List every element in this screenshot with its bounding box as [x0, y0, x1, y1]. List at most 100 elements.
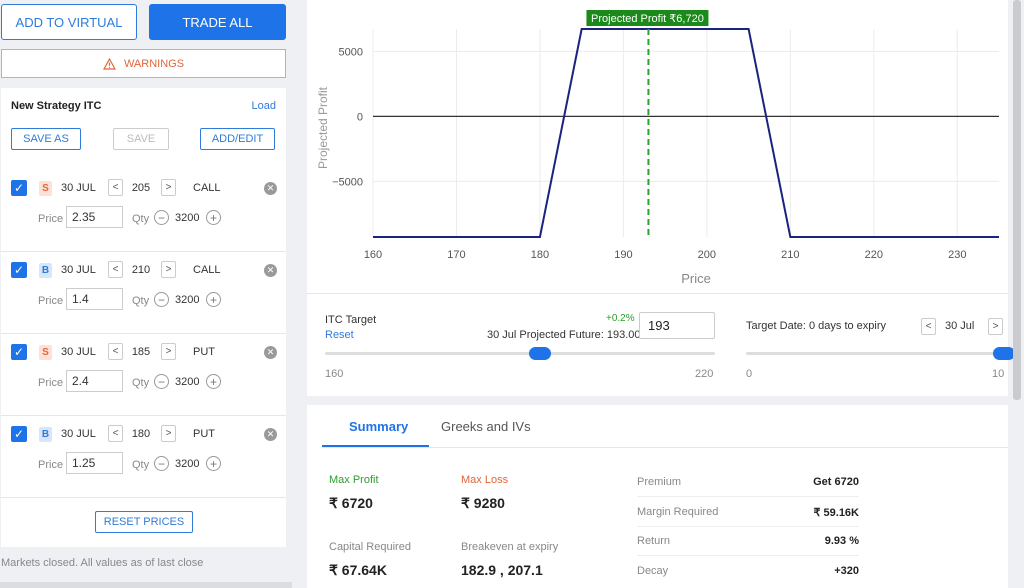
- trade-all-button[interactable]: TRADE ALL: [149, 4, 286, 40]
- leg-qty: 3200: [175, 376, 200, 388]
- target-price-slider-handle[interactable]: [528, 347, 551, 360]
- load-link[interactable]: Load: [251, 100, 276, 112]
- qty-decrease-icon[interactable]: −: [154, 374, 169, 389]
- strike-prev-button[interactable]: <: [108, 343, 123, 360]
- strike-next-button[interactable]: >: [161, 425, 176, 442]
- stat-value: ₹ 59.16K: [813, 506, 859, 519]
- date-next-button[interactable]: >: [988, 318, 1003, 335]
- qty-increase-icon[interactable]: +: [206, 456, 221, 471]
- reset-prices-button[interactable]: RESET PRICES: [95, 511, 193, 533]
- stat-divider: [637, 496, 859, 497]
- stat-value: 9.93 %: [824, 535, 859, 547]
- x-tick-label: 170: [447, 249, 465, 261]
- leg-price-input[interactable]: 1.4: [66, 288, 123, 310]
- remove-leg-icon[interactable]: ✕: [264, 346, 277, 359]
- leg-row: ✓ B 30 JUL <180 > PUT ✕ Price 1.25 Qty −3200 +: [1, 416, 286, 498]
- bottom-strip: [0, 582, 292, 588]
- target-price-slider-track[interactable]: [325, 352, 715, 355]
- date-prev-button[interactable]: <: [921, 318, 936, 335]
- qty-increase-icon[interactable]: +: [206, 374, 221, 389]
- leg-price-input[interactable]: 2.4: [66, 370, 123, 392]
- strategy-panel: ADD TO VIRTUAL TRADE ALL WARNINGS New St…: [0, 0, 292, 588]
- leg-expiry: 30 JUL: [61, 428, 96, 440]
- price-label: Price: [38, 459, 64, 471]
- leg-option-type: PUT: [193, 428, 215, 440]
- max-profit-value: ₹ 6720: [329, 495, 373, 511]
- qty-increase-icon[interactable]: +: [206, 292, 221, 307]
- target-date-label: Target Date: 0 days to expiry: [746, 320, 887, 332]
- save-button[interactable]: SAVE: [113, 128, 169, 150]
- leg-option-type: CALL: [193, 264, 221, 276]
- remove-leg-icon[interactable]: ✕: [264, 428, 277, 441]
- strike-next-button[interactable]: >: [161, 261, 176, 278]
- target-reset-link[interactable]: Reset: [325, 329, 354, 341]
- remove-leg-icon[interactable]: ✕: [264, 264, 277, 277]
- y-tick-label: 5000: [339, 46, 363, 58]
- target-range-min: 160: [325, 368, 344, 380]
- target-date-slider-handle[interactable]: [993, 347, 1015, 360]
- target-label: ITC Target: [325, 314, 377, 326]
- strike-prev-button[interactable]: <: [108, 261, 123, 278]
- qty-decrease-icon[interactable]: −: [154, 456, 169, 471]
- x-tick-label: 200: [698, 249, 716, 261]
- date-range-min: 0: [746, 368, 753, 380]
- add-edit-button[interactable]: ADD/EDIT: [200, 128, 275, 150]
- save-as-button[interactable]: SAVE AS: [11, 128, 81, 150]
- leg-row: ✓ S 30 JUL <205 > CALL ✕ Price 2.35 Qty −3200 +: [1, 170, 286, 252]
- stat-divider: [637, 525, 859, 527]
- add-to-virtual-button[interactable]: ADD TO VIRTUAL: [1, 4, 137, 40]
- leg-side-badge: S: [39, 345, 52, 360]
- x-tick-label: 220: [865, 249, 883, 261]
- stat-label: Margin Required: [637, 505, 719, 518]
- qty-label: Qty: [132, 377, 150, 389]
- strike-prev-button[interactable]: <: [108, 425, 123, 442]
- leg-row: ✓ B 30 JUL <210 > CALL ✕ Price 1.4 Qty −3200 +: [1, 252, 286, 334]
- leg-expiry: 30 JUL: [61, 182, 96, 194]
- payoff-chart[interactable]: 160 170 180 190 200 210 220 23050000−5000Projec…: [307, 0, 1008, 290]
- tab-summary[interactable]: Summary: [349, 419, 409, 434]
- y-tick-label: 0: [357, 111, 363, 123]
- leg-side-badge: S: [39, 181, 52, 196]
- leg-option-type: CALL: [193, 182, 221, 194]
- leg-checkbox[interactable]: ✓: [11, 180, 27, 196]
- leg-strike: 210: [131, 264, 151, 276]
- target-change-percent: +0.2%: [606, 313, 635, 324]
- remove-leg-icon[interactable]: ✕: [264, 182, 277, 195]
- x-tick-label: 190: [614, 249, 632, 261]
- leg-strike: 185: [131, 346, 151, 358]
- leg-price-input[interactable]: 1.25: [66, 452, 123, 474]
- active-tab-indicator: [322, 445, 429, 447]
- y-axis-label: Projected Profit: [316, 86, 330, 169]
- leg-expiry: 30 JUL: [61, 346, 96, 358]
- strike-next-button[interactable]: >: [161, 343, 176, 360]
- tab-greeks-and-ivs[interactable]: Greeks and IVs: [441, 419, 531, 434]
- stat-value: +320: [834, 564, 859, 577]
- qty-label: Qty: [132, 459, 150, 471]
- leg-checkbox[interactable]: ✓: [11, 262, 27, 278]
- price-label: Price: [38, 213, 64, 225]
- x-axis-label: Price: [681, 271, 711, 286]
- leg-strike: 180: [131, 428, 151, 440]
- leg-expiry: 30 JUL: [61, 264, 96, 276]
- leg-checkbox[interactable]: ✓: [11, 426, 27, 442]
- warnings-button[interactable]: WARNINGS: [1, 49, 286, 78]
- leg-qty: 3200: [175, 458, 200, 470]
- strike-prev-button[interactable]: <: [108, 179, 123, 196]
- x-tick-label: 160: [364, 249, 382, 261]
- payoff-line: [373, 28, 999, 238]
- tab-divider: [322, 447, 1008, 448]
- scrollbar[interactable]: [1013, 0, 1021, 400]
- target-date-slider-track[interactable]: [746, 352, 1004, 355]
- warnings-label: WARNINGS: [123, 57, 185, 70]
- leg-option-type: PUT: [193, 346, 215, 358]
- qty-label: Qty: [132, 213, 150, 225]
- leg-checkbox[interactable]: ✓: [11, 344, 27, 360]
- strategy-card: New Strategy ITC Load SAVE AS SAVE ADD/E…: [1, 88, 286, 547]
- strike-next-button[interactable]: >: [161, 179, 176, 196]
- leg-price-input[interactable]: 2.35: [66, 206, 123, 228]
- qty-increase-icon[interactable]: +: [206, 210, 221, 225]
- target-price-input[interactable]: 193: [639, 312, 715, 339]
- warning-triangle-icon: [102, 57, 116, 70]
- qty-decrease-icon[interactable]: −: [154, 292, 169, 307]
- qty-decrease-icon[interactable]: −: [154, 210, 169, 225]
